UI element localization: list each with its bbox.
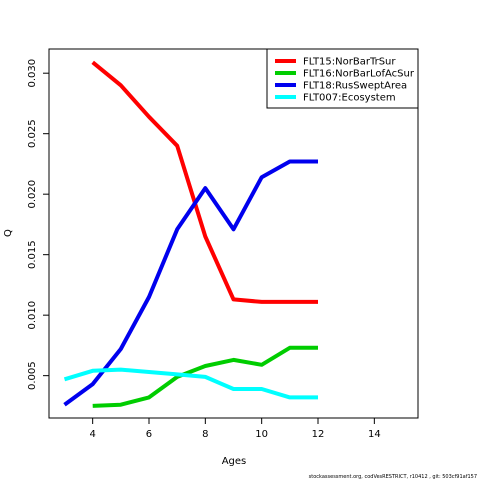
y-tick-label: 0.025 (27, 119, 38, 148)
series-line (63, 159, 318, 407)
legend-entry-label: FLT16:NorBarLofAcSur (303, 69, 415, 80)
series-line (63, 367, 318, 400)
y-axis: 0.005 0.010 0.015 0.020 0.025 0.030 (27, 59, 50, 390)
series-line (91, 60, 318, 304)
x-tick-label: 6 (146, 429, 152, 440)
y-tick-label: 0.010 (27, 301, 38, 330)
footer-credit: stockassessment.org, codVesRESTRICT, r10… (309, 474, 477, 480)
y-tick-label: 0.005 (27, 361, 38, 390)
legend-entry-label: FLT15:NorBarTrSur (303, 57, 396, 68)
series-line (92, 345, 318, 408)
x-axis: 4 6 8 10 12 14 (89, 417, 381, 440)
y-tick-label: 0.030 (27, 59, 38, 88)
y-axis-label: Q (3, 229, 14, 237)
x-tick-label: 4 (89, 429, 95, 440)
legend-entry-label: FLT007:Ecosystem (303, 93, 396, 104)
x-tick-label: 10 (255, 429, 268, 440)
x-tick-label: 12 (312, 429, 325, 440)
x-tick-label: 8 (202, 429, 208, 440)
legend: FLT15:NorBarTrSurFLT16:NorBarLofAcSurFLT… (266, 48, 419, 109)
series-layer (63, 60, 318, 408)
x-axis-label: Ages (222, 456, 247, 467)
y-tick-label: 0.020 (27, 180, 38, 209)
x-tick-label: 14 (368, 429, 381, 440)
y-tick-label: 0.015 (27, 240, 38, 269)
legend-entry-label: FLT18:RusSweptArea (303, 81, 407, 92)
